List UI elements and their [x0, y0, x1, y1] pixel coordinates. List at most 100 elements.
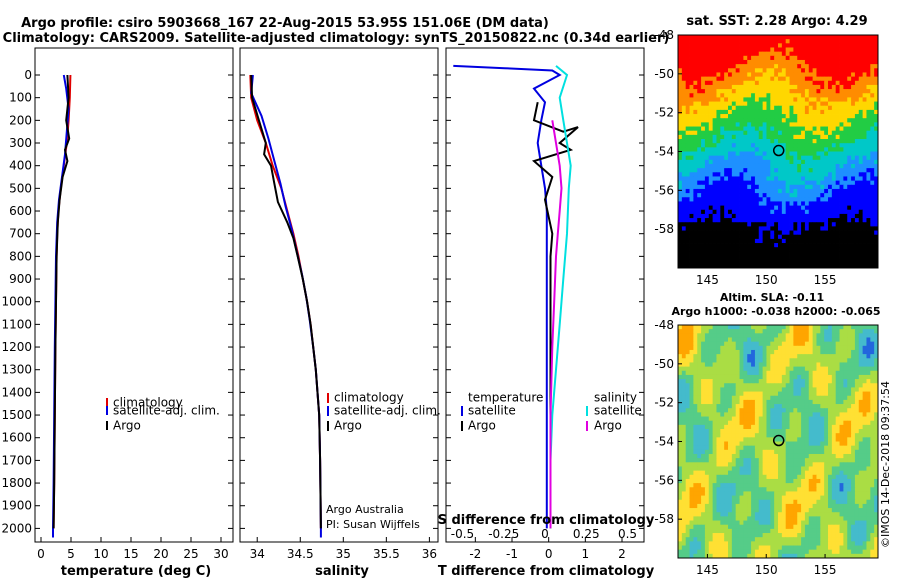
map-cell	[774, 188, 779, 194]
map-cell	[774, 243, 779, 248]
map-cell	[739, 366, 744, 372]
map-cell	[728, 226, 733, 231]
map-cell	[766, 143, 771, 148]
map-cell	[870, 251, 875, 256]
map-cell	[778, 201, 783, 206]
map-cell	[728, 197, 733, 202]
map-cell	[701, 333, 706, 338]
map-cell	[785, 122, 790, 127]
map-cell	[704, 424, 710, 430]
map-cell	[678, 358, 683, 363]
map-cell	[778, 188, 783, 194]
map-cell	[697, 134, 702, 140]
map-cell	[724, 143, 729, 148]
map-cell	[774, 172, 779, 177]
map-cell	[731, 345, 737, 351]
map-cell	[689, 329, 694, 334]
map-cell	[824, 55, 829, 61]
map-cell	[854, 337, 860, 343]
map-cell	[689, 197, 694, 202]
map-cell	[816, 433, 821, 438]
map-cell	[812, 429, 817, 434]
map-cell	[820, 387, 825, 392]
map-cell	[781, 68, 787, 73]
map-cell	[812, 218, 817, 223]
map-cell	[812, 470, 817, 476]
map-cell	[731, 424, 737, 430]
map-cell	[762, 68, 767, 73]
map-cell	[847, 35, 852, 40]
map-cell	[739, 139, 744, 144]
map-cell	[816, 151, 821, 157]
map-cell	[812, 76, 817, 82]
map-cell	[781, 362, 787, 368]
map-cell	[708, 408, 714, 413]
map-cell	[835, 168, 840, 173]
map-cell	[716, 168, 721, 173]
map-cell	[804, 172, 810, 177]
map-cell	[774, 147, 779, 152]
map-cell	[743, 374, 748, 380]
map-cell	[804, 134, 810, 140]
map-cell	[735, 255, 740, 261]
map-cell	[824, 433, 829, 438]
map-cell	[770, 80, 775, 86]
map-cell	[812, 370, 817, 376]
map-cell	[685, 114, 690, 119]
map-cell	[847, 404, 852, 409]
map-cell	[797, 39, 802, 44]
map-cell	[866, 55, 871, 61]
map-cell	[693, 325, 698, 330]
map-cell	[781, 349, 787, 355]
map-cell	[689, 193, 694, 198]
map-cell	[781, 64, 787, 69]
map-cell	[808, 134, 814, 140]
map-cell	[854, 197, 860, 202]
map-cell	[797, 59, 802, 65]
map-cell	[685, 163, 690, 169]
map-cell	[870, 404, 875, 409]
map-cell	[720, 362, 725, 368]
map-cell	[793, 437, 798, 442]
map-cell	[854, 238, 860, 244]
map-cell	[781, 172, 787, 177]
map-cell	[712, 139, 717, 144]
map-cell	[816, 126, 821, 132]
map-cell	[847, 201, 852, 206]
map-cell	[766, 362, 771, 368]
map-cell	[731, 399, 737, 405]
map-cell	[716, 226, 721, 231]
map-cell	[816, 391, 821, 397]
map-cell	[778, 139, 783, 144]
map-cell	[766, 126, 771, 132]
map-cell	[712, 416, 717, 422]
map-cell	[854, 362, 860, 368]
map-cell	[874, 109, 879, 115]
map-cell	[720, 39, 725, 44]
map-cell	[812, 59, 817, 65]
map-cell	[681, 59, 687, 65]
map-cell	[724, 333, 729, 338]
map-cell	[839, 255, 844, 261]
map-cell	[820, 325, 825, 330]
map-cell	[812, 134, 817, 140]
map-cell	[862, 213, 867, 219]
map-cell	[778, 429, 783, 434]
map-cell	[678, 126, 683, 132]
map-cell	[785, 424, 790, 430]
map-cell	[866, 118, 871, 123]
map-cell	[743, 205, 748, 211]
map-cell	[708, 55, 714, 61]
map-cell	[716, 387, 721, 392]
map-cell	[862, 366, 867, 372]
map-cell	[712, 412, 717, 417]
map-cell	[785, 97, 790, 102]
map-cell	[858, 122, 864, 127]
map-cell	[724, 404, 729, 409]
map-cell	[797, 247, 802, 252]
map-cell	[831, 118, 837, 123]
map-cell	[851, 420, 856, 426]
map-cell	[697, 412, 702, 417]
map-cell	[804, 255, 810, 261]
map-cell	[801, 172, 806, 177]
